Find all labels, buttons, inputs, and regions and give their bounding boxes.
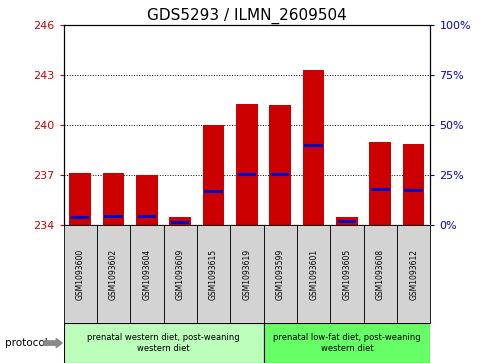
- Bar: [402, 143, 424, 225]
- Text: GSM1093602: GSM1093602: [109, 249, 118, 299]
- Bar: [130, 225, 163, 323]
- Bar: [63, 323, 263, 363]
- Bar: [263, 323, 429, 363]
- Text: GSM1093600: GSM1093600: [76, 248, 84, 300]
- Bar: [335, 217, 357, 225]
- Bar: [136, 175, 158, 225]
- Text: GSM1093605: GSM1093605: [342, 248, 351, 300]
- Bar: [97, 225, 130, 323]
- Bar: [203, 125, 224, 225]
- Text: prenatal western diet, post-weaning
western diet: prenatal western diet, post-weaning west…: [87, 333, 240, 353]
- Text: GSM1093608: GSM1093608: [375, 249, 384, 299]
- Text: GSM1093619: GSM1093619: [242, 249, 251, 299]
- Bar: [369, 142, 390, 225]
- Text: GSM1093599: GSM1093599: [275, 248, 284, 300]
- Text: GSM1093609: GSM1093609: [175, 248, 184, 300]
- Bar: [71, 216, 89, 219]
- Title: GDS5293 / ILMN_2609504: GDS5293 / ILMN_2609504: [147, 8, 346, 24]
- Bar: [163, 225, 197, 323]
- Bar: [270, 173, 289, 176]
- Bar: [337, 220, 355, 223]
- Bar: [230, 225, 263, 323]
- Bar: [363, 225, 396, 323]
- Bar: [169, 217, 191, 225]
- Bar: [197, 225, 230, 323]
- Bar: [171, 221, 189, 224]
- Text: protocol: protocol: [5, 338, 47, 348]
- Bar: [104, 215, 122, 217]
- Bar: [63, 225, 97, 323]
- Bar: [138, 215, 156, 217]
- Bar: [236, 103, 257, 225]
- Bar: [69, 174, 91, 225]
- Text: GSM1093612: GSM1093612: [408, 249, 417, 299]
- Bar: [329, 225, 363, 323]
- Bar: [304, 144, 322, 147]
- Text: prenatal low-fat diet, post-weaning
western diet: prenatal low-fat diet, post-weaning west…: [273, 333, 420, 353]
- Bar: [370, 188, 389, 191]
- Bar: [102, 174, 124, 225]
- Bar: [404, 189, 422, 192]
- Bar: [396, 225, 429, 323]
- Bar: [204, 189, 223, 193]
- Bar: [296, 225, 329, 323]
- Text: GSM1093601: GSM1093601: [308, 249, 318, 299]
- Bar: [302, 70, 324, 225]
- Bar: [237, 173, 256, 176]
- Text: GSM1093615: GSM1093615: [209, 249, 218, 299]
- Bar: [269, 105, 290, 225]
- Bar: [263, 225, 296, 323]
- Text: GSM1093604: GSM1093604: [142, 248, 151, 300]
